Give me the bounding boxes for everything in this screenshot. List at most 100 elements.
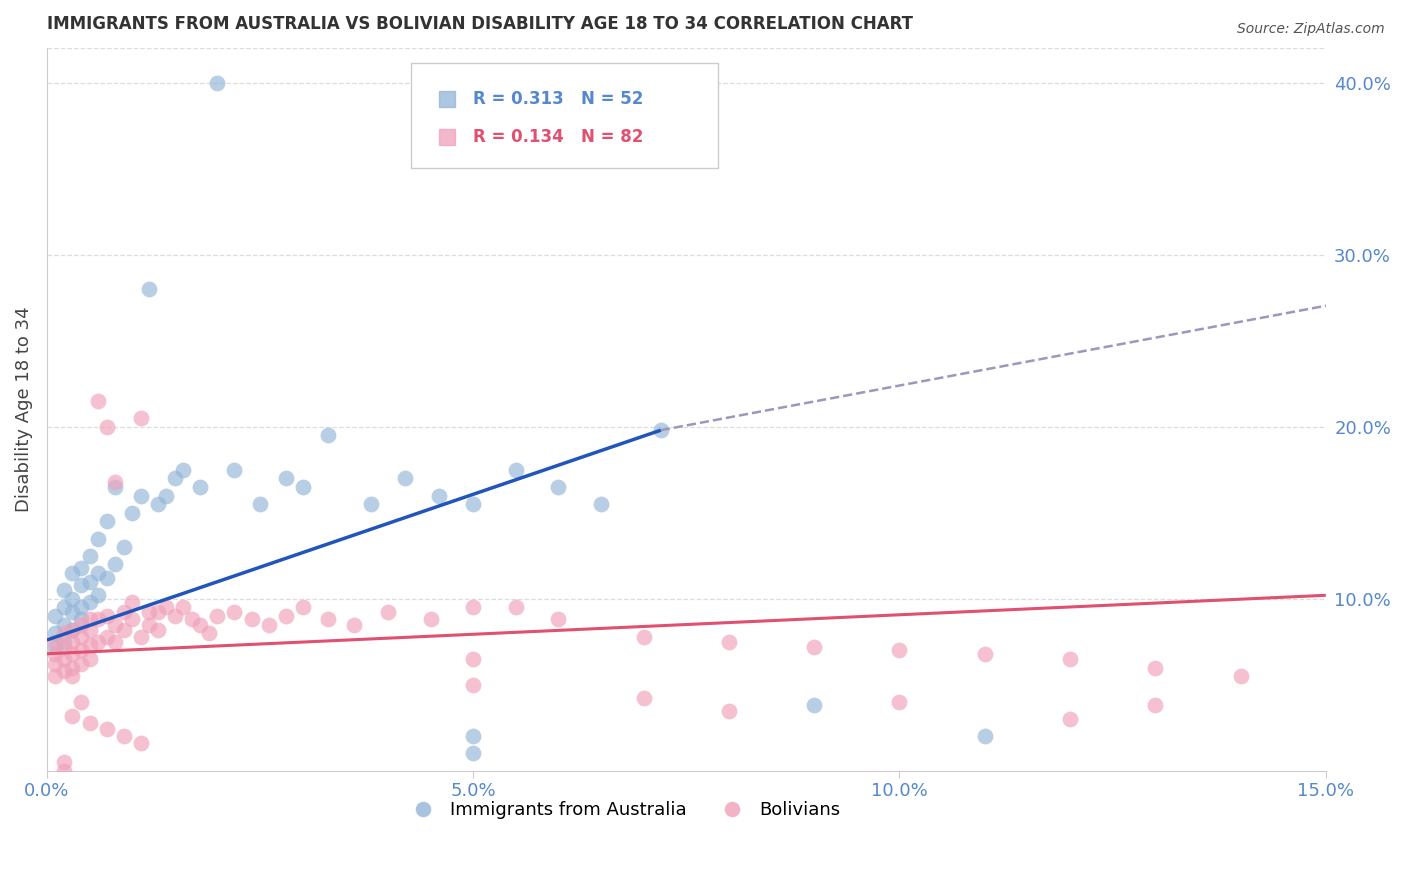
Point (163, 608, 186, 623)
Point (96, 419, 118, 434)
Point (360, 497, 382, 511)
Point (52, 640, 75, 654)
Point (44, 626, 66, 640)
Point (138, 617, 160, 632)
Point (889, 695, 911, 709)
Point (180, 612, 202, 626)
Point (121, 595, 143, 609)
Point (62, 669, 84, 683)
Point (155, 600, 177, 615)
Point (274, 608, 297, 623)
Point (44, 640, 66, 654)
Point (87, 612, 110, 626)
Point (70, 643, 93, 657)
Point (394, 471, 416, 485)
Point (249, 497, 271, 511)
Point (343, 617, 366, 632)
Point (505, 463, 527, 477)
Point (70, 561, 93, 575)
Point (104, 475, 127, 489)
Point (112, 623, 135, 637)
Point (52, 652, 75, 666)
Point (463, 652, 485, 666)
Point (973, 647, 995, 661)
Point (79, 715, 101, 730)
Point (70, 657, 93, 671)
Point (146, 623, 169, 637)
Point (717, 634, 740, 648)
Point (463, 497, 485, 511)
Text: R = 0.313   N = 52: R = 0.313 N = 52 (472, 90, 643, 108)
Point (62, 623, 84, 637)
Point (44, 669, 66, 683)
Point (274, 471, 297, 485)
Point (129, 736, 152, 750)
Point (973, 729, 995, 743)
Point (96, 571, 118, 585)
Point (52, 634, 75, 648)
Point (190, 480, 212, 494)
Point (1229, 669, 1251, 683)
Point (44, 647, 66, 661)
Point (96, 630, 118, 644)
Text: Source: ZipAtlas.com: Source: ZipAtlas.com (1237, 22, 1385, 37)
Point (240, 612, 263, 626)
Point (190, 617, 212, 632)
Point (62, 647, 84, 661)
Point (87, 566, 110, 580)
Point (419, 612, 441, 626)
Text: R = 0.134   N = 82: R = 0.134 N = 82 (472, 128, 643, 146)
Point (547, 480, 569, 494)
Point (87, 532, 110, 546)
Point (291, 600, 314, 615)
Point (70, 630, 93, 644)
Point (463, 600, 485, 615)
Point (198, 626, 221, 640)
Point (52, 626, 75, 640)
Point (44, 657, 66, 671)
Point (112, 729, 135, 743)
Point (52, 617, 75, 632)
Point (96, 514, 118, 528)
Point (104, 617, 127, 632)
Point (104, 634, 127, 648)
Point (1059, 652, 1081, 666)
Point (44, 634, 66, 648)
Point (121, 506, 143, 520)
Point (52, 600, 75, 615)
Legend: Immigrants from Australia, Bolivians: Immigrants from Australia, Bolivians (398, 794, 848, 827)
Point (104, 558, 127, 572)
Point (591, 497, 613, 511)
Point (427, 489, 450, 503)
Point (291, 480, 314, 494)
Point (62, 708, 84, 723)
Point (79, 623, 101, 637)
Point (52, 764, 75, 778)
Point (207, 608, 229, 623)
FancyBboxPatch shape (412, 63, 718, 168)
Point (112, 606, 135, 620)
Point (52, 583, 75, 598)
Point (1144, 698, 1167, 713)
Point (52, 664, 75, 678)
Y-axis label: Disability Age 18 to 34: Disability Age 18 to 34 (15, 307, 32, 512)
Point (87, 394, 110, 409)
Point (62, 634, 84, 648)
Point (172, 600, 194, 615)
Point (87, 634, 110, 648)
Point (547, 612, 569, 626)
Point (1144, 660, 1167, 674)
Point (87, 588, 110, 602)
Point (112, 540, 135, 554)
Point (803, 698, 825, 713)
Point (52, 755, 75, 769)
Point (207, 76, 229, 90)
Point (96, 723, 118, 737)
Point (155, 489, 177, 503)
Point (79, 612, 101, 626)
Point (463, 729, 485, 743)
Point (129, 630, 152, 644)
Point (138, 282, 160, 296)
Point (96, 608, 118, 623)
Point (62, 623, 84, 637)
